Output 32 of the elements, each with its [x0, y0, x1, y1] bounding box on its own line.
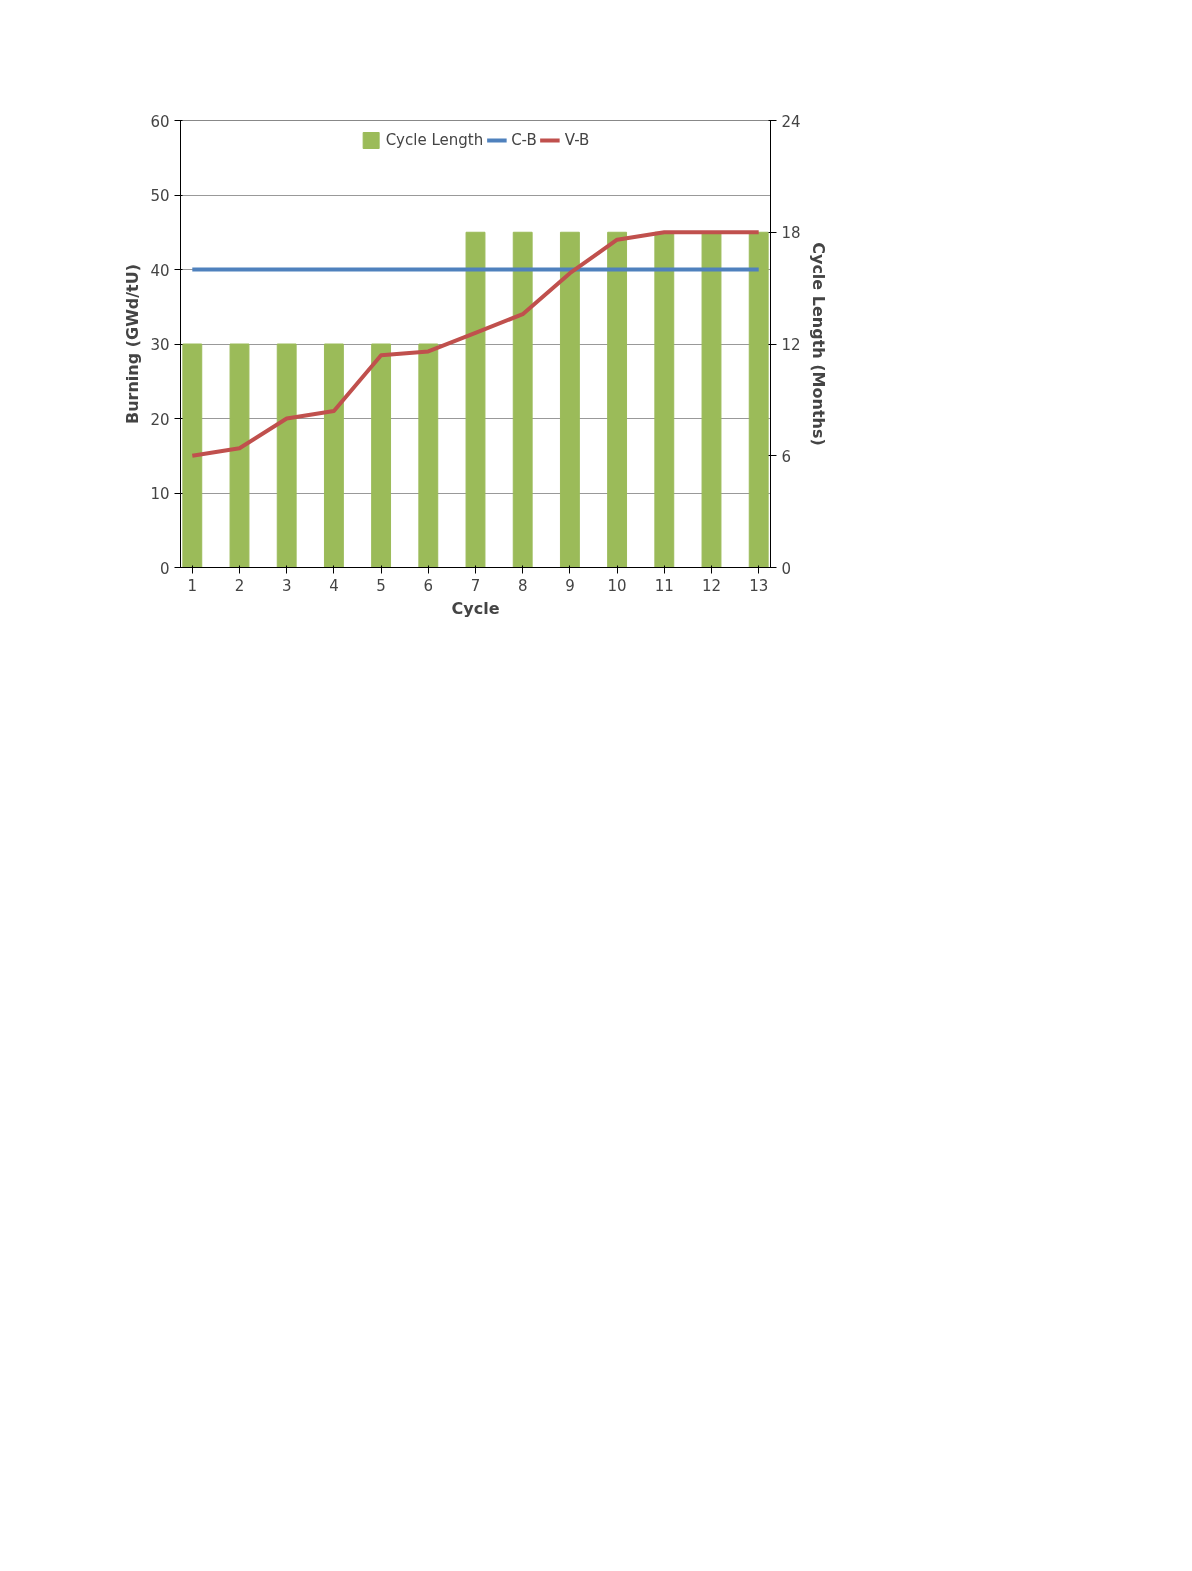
- x-tick-label: 3: [281, 576, 292, 595]
- x-tick-label: 5: [376, 576, 386, 595]
- x-tick-label: 12: [701, 576, 722, 595]
- x-tick-label: 1: [187, 576, 198, 595]
- y2-tick-label: 6: [781, 447, 792, 466]
- y-tick-label: 30: [150, 336, 170, 354]
- line-series: [190, 230, 761, 458]
- x-tick-label: 8: [517, 576, 528, 595]
- x-tick-label: 7: [470, 576, 481, 595]
- x-tick-label: 13: [749, 576, 769, 595]
- x-tick-label: 11: [654, 576, 674, 595]
- y2-axis-title: Cycle Length (Months): [808, 242, 828, 446]
- x-axis-title: Cycle: [451, 598, 500, 618]
- legend-label: V-B: [564, 131, 590, 149]
- y2-tick-label: 18: [781, 224, 801, 243]
- legend-label: C-B: [511, 131, 537, 149]
- y-tick-label: 20: [150, 410, 170, 429]
- y-tick-label: 10: [150, 485, 170, 503]
- y2-tick-label: 0: [781, 559, 792, 578]
- y-tick-label: 60: [150, 112, 170, 131]
- y2-tick-label: 12: [781, 336, 801, 354]
- y-axis-title: Burning (GWd/tU): [123, 263, 143, 425]
- y-tick-label: 40: [150, 261, 170, 280]
- x-tick-label: 10: [607, 576, 627, 595]
- x-tick-label: 9: [565, 576, 575, 595]
- y2-tick-label: 24: [781, 112, 801, 131]
- x-tick-label: 2: [234, 576, 245, 595]
- y-tick-label: 50: [150, 187, 170, 205]
- x-tick-label: 6: [423, 576, 434, 595]
- x-tick-label: 4: [329, 576, 339, 595]
- legend-label: Cycle Length: [385, 131, 484, 149]
- y-tick-label: 0: [159, 559, 170, 578]
